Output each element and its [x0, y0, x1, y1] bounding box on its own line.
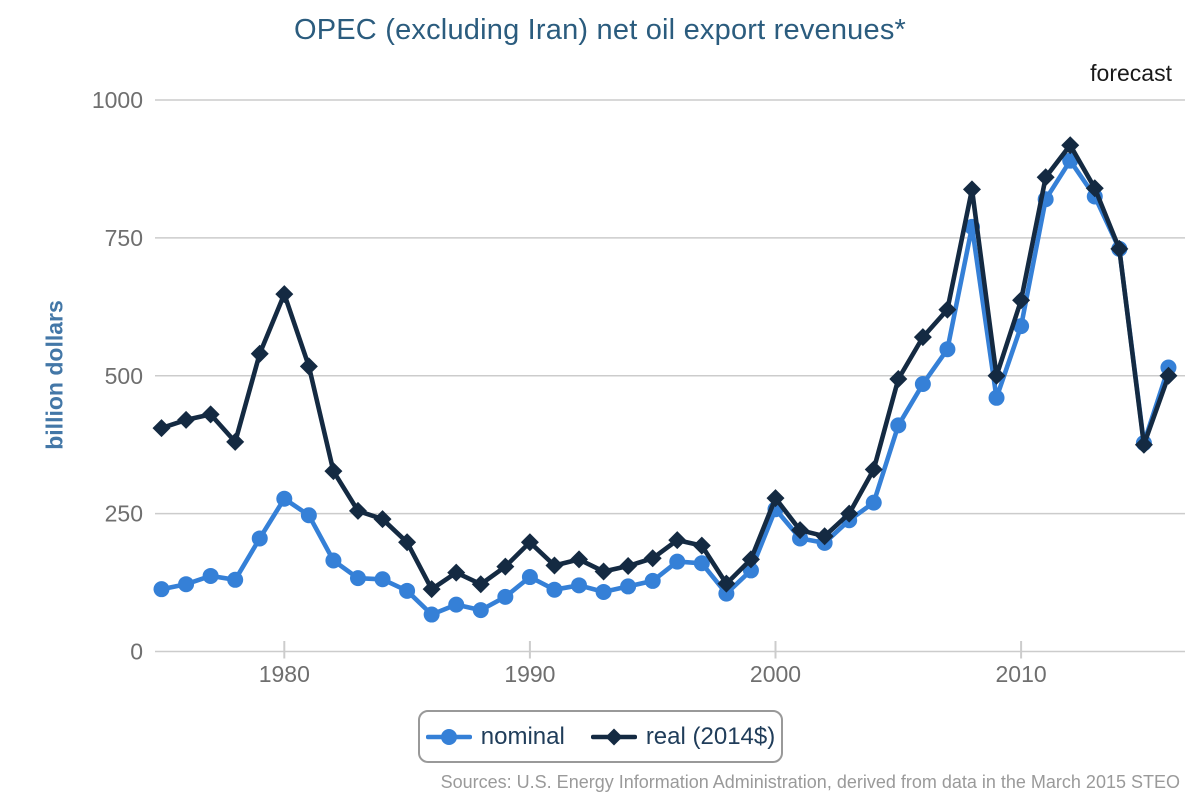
data-point-real-2006 [913, 328, 932, 347]
data-point-real-1984 [373, 510, 392, 529]
data-point-real-2000 [766, 489, 785, 508]
data-point-real-1992 [570, 550, 589, 569]
data-point-nominal-1982 [325, 552, 342, 569]
nominal-series-marker-icon [425, 728, 472, 745]
data-point-nominal-1979 [251, 530, 268, 547]
legend-label-real: real (2014$) [645, 722, 776, 750]
data-point-real-2014 [1110, 239, 1129, 258]
data-point-real-2007 [938, 300, 957, 319]
data-point-real-2009 [987, 366, 1006, 385]
data-point-nominal-1975 [153, 581, 170, 598]
data-point-real-1999 [741, 550, 760, 569]
data-point-nominal-1984 [374, 571, 391, 588]
data-point-nominal-2010 [1013, 318, 1030, 335]
data-point-nominal-1990 [521, 569, 538, 586]
data-point-nominal-1983 [349, 570, 366, 587]
data-point-nominal-1989 [497, 588, 514, 605]
legend-swatch-circle [440, 728, 457, 745]
data-point-real-1998 [717, 574, 736, 593]
series-line-nominal [159, 158, 1171, 617]
series-line-real [159, 142, 1171, 592]
data-point-real-2001 [791, 521, 810, 540]
x-tick-label-2010: 2010 [996, 661, 1047, 687]
source-note: Sources: U.S. Energy Information Adminis… [440, 772, 1180, 792]
legend-item-real[interactable]: real (2014$) [590, 722, 776, 751]
data-point-real-1987 [447, 563, 466, 582]
y-axis-title: billion dollars [41, 300, 68, 450]
data-point-nominal-1978 [227, 571, 244, 588]
data-point-real-2004 [864, 460, 883, 479]
data-point-nominal-1995 [644, 572, 661, 589]
data-point-real-1982 [324, 462, 343, 481]
data-point-real-2011 [1036, 168, 1055, 187]
data-point-nominal-1991 [546, 581, 563, 598]
data-point-real-1975 [152, 419, 171, 438]
data-point-real-2008 [962, 180, 981, 199]
y-tick-label-250: 250 [105, 501, 143, 527]
data-point-nominal-2005 [890, 417, 907, 434]
data-point-nominal-1981 [300, 507, 317, 524]
data-point-real-1995 [643, 549, 662, 568]
y-tick-label-750: 750 [105, 225, 143, 251]
data-point-real-1978 [226, 432, 245, 451]
data-point-nominal-1998 [718, 585, 735, 602]
data-point-real-1988 [471, 575, 490, 594]
data-point-real-2015 [1134, 435, 1153, 454]
data-point-real-2012 [1061, 136, 1080, 155]
data-point-real-1980 [275, 285, 294, 304]
y-tick-label-500: 500 [105, 363, 143, 389]
x-tick-label-2000: 2000 [750, 661, 801, 687]
data-point-nominal-1996 [669, 553, 686, 570]
data-point-nominal-1987 [448, 596, 465, 613]
chart-title: OPEC (excluding Iran) net oil export rev… [293, 14, 907, 46]
data-point-real-1990 [520, 533, 539, 552]
data-point-nominal-2007 [939, 341, 956, 358]
legend-swatch-diamond [605, 728, 623, 745]
data-point-nominal-1994 [620, 578, 637, 595]
data-point-real-2002 [815, 527, 834, 546]
data-point-real-1991 [545, 556, 564, 575]
legend-item-nominal[interactable]: nominal [425, 722, 565, 751]
data-point-real-1985 [398, 533, 417, 552]
data-point-real-2010 [1012, 291, 1031, 310]
legend: nominal real (2014$) [418, 710, 783, 763]
data-point-nominal-1980 [276, 490, 293, 507]
data-point-real-1981 [299, 357, 318, 376]
data-point-real-1993 [594, 562, 613, 581]
y-tick-label-1000: 1000 [92, 87, 143, 113]
y-tick-label-0: 0 [130, 639, 143, 665]
data-point-nominal-2004 [865, 494, 882, 511]
data-point-real-1996 [668, 531, 687, 550]
data-point-nominal-1985 [399, 582, 416, 599]
data-point-real-1979 [250, 344, 269, 363]
data-point-real-2003 [840, 504, 859, 523]
data-point-nominal-1997 [693, 555, 710, 572]
data-point-nominal-1992 [571, 577, 588, 594]
data-point-nominal-1976 [178, 576, 195, 593]
data-point-real-1977 [201, 405, 220, 424]
real-series-marker-icon [590, 728, 637, 745]
data-point-nominal-1988 [472, 602, 489, 619]
legend-label-nominal: nominal [480, 722, 565, 750]
data-point-nominal-1986 [423, 606, 440, 623]
data-point-nominal-2009 [988, 389, 1005, 406]
x-tick-label-1980: 1980 [259, 661, 310, 687]
data-point-real-1976 [177, 410, 196, 429]
forecast-annotation: forecast [1090, 60, 1172, 86]
data-point-real-2005 [889, 370, 908, 389]
data-point-real-2013 [1085, 179, 1104, 198]
data-point-nominal-1993 [595, 583, 612, 600]
data-point-nominal-1977 [202, 567, 219, 584]
data-point-real-1994 [619, 557, 638, 576]
data-point-real-2016 [1159, 366, 1178, 385]
data-point-nominal-2006 [914, 376, 931, 393]
data-point-real-1989 [496, 557, 515, 576]
data-point-real-1983 [348, 501, 367, 520]
data-point-real-1986 [422, 580, 441, 599]
data-point-real-1997 [692, 536, 711, 555]
x-tick-label-1990: 1990 [504, 661, 555, 687]
